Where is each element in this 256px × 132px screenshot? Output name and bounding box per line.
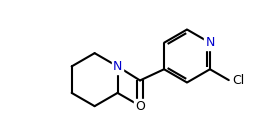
Text: N: N <box>205 36 215 49</box>
Text: Cl: Cl <box>232 74 244 87</box>
Text: O: O <box>135 100 145 113</box>
Text: N: N <box>113 60 122 73</box>
